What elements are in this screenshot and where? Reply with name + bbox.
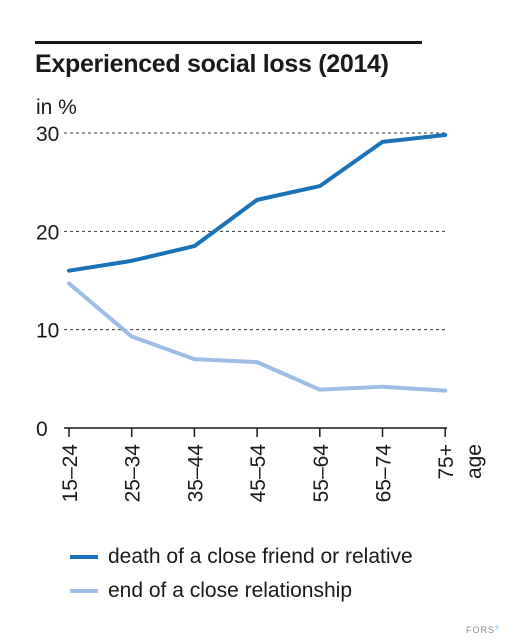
legend-item-relationship: end of a close relationship [70,574,413,608]
y-tick-label: 20 [36,221,59,244]
x-tick-label: 35–44 [184,444,207,503]
x-tick-label: 65–74 [373,444,396,503]
series-line-2 [67,281,448,393]
y-tick-label: 0 [36,418,48,441]
x-tick-label: 25–34 [122,444,145,503]
series-line-1 [67,132,448,273]
credit-logo: FORS° [465,625,500,636]
x-tick-label: 45–54 [247,444,270,503]
chart-title: Experienced social loss (2014) [35,50,389,78]
legend: death of a close friend or relative end … [70,540,413,608]
x-tick-label: 75+ [435,444,458,480]
x-tick-label: 15–24 [59,444,82,503]
x-axis-title: age [463,444,486,479]
x-tick-label: 55–64 [310,444,333,503]
y-axis-unit-label: in % [36,96,77,119]
legend-item-death: death of a close friend or relative [70,540,413,574]
legend-label-death: death of a close friend or relative [108,545,413,568]
y-tick-label: 10 [36,320,59,343]
title-rule [35,41,422,44]
legend-swatch-relationship [70,589,98,593]
legend-swatch-death [70,555,98,559]
legend-label-relationship: end of a close relationship [108,579,352,602]
y-tick-label: 30 [36,123,59,146]
